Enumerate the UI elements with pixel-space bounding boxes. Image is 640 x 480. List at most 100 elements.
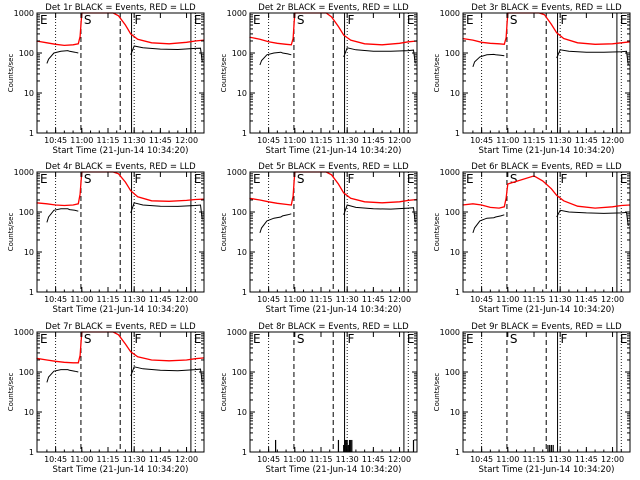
y-tick-label: 10 <box>24 408 34 417</box>
x-axis-label: Start Time (21-Jun-14 10:34:20) <box>266 305 402 315</box>
y-tick-label: 1000 <box>14 328 34 337</box>
y-tick-label: 1000 <box>440 328 460 337</box>
x-tick-label: 10:45 <box>257 455 280 464</box>
y-tick-label: 1 <box>242 288 247 297</box>
y-tick-label: 1 <box>29 129 34 138</box>
marker-label: F <box>561 332 568 346</box>
series-line <box>46 50 79 64</box>
x-tick-label: 11:00 <box>283 295 306 304</box>
marker-label: S <box>510 13 518 27</box>
plot-frame <box>249 171 418 293</box>
y-tick-label: 1 <box>242 129 247 138</box>
marker-label: E <box>194 172 202 186</box>
x-tick-label: 10:45 <box>470 455 493 464</box>
x-tick-label: 11:45 <box>362 136 385 145</box>
series-line <box>343 204 416 223</box>
x-tick-label: 11:30 <box>123 455 146 464</box>
plot-frame <box>36 331 205 453</box>
y-tick-label: 100 <box>445 208 460 217</box>
x-tick-label: 10:45 <box>470 295 493 304</box>
y-axis-label: Counts/sec <box>433 54 441 93</box>
series-lld <box>462 175 631 209</box>
y-tick-label: 1 <box>242 448 247 457</box>
series-lld <box>249 171 418 206</box>
x-tick-label: 11:45 <box>362 295 385 304</box>
marker-label: S <box>84 172 92 186</box>
x-tick-label: 11:45 <box>575 136 598 145</box>
marker-label: S <box>297 172 305 186</box>
y-tick-label: 1000 <box>440 9 460 18</box>
y-tick-label: 1000 <box>440 168 460 177</box>
y-tick-label: 100 <box>19 49 34 58</box>
x-tick-label: 11:00 <box>496 455 519 464</box>
x-tick-label: 12:00 <box>388 295 411 304</box>
x-tick-label: 11:15 <box>522 136 545 145</box>
marker-label: S <box>84 13 92 27</box>
plot-frame <box>462 171 631 293</box>
y-axis-label: Counts/sec <box>433 213 441 252</box>
panel-title: Det 4r BLACK = Events, RED = LLD <box>45 162 196 172</box>
series-events <box>259 204 416 234</box>
x-axis-label: Start Time (21-Jun-14 10:34:20) <box>479 146 615 156</box>
plot-frame <box>249 331 418 453</box>
marker-label: S <box>510 172 518 186</box>
y-tick-label: 100 <box>19 208 34 217</box>
panel-title: Det 9r BLACK = Events, RED = LLD <box>471 322 622 332</box>
x-tick-label: 12:00 <box>601 455 624 464</box>
y-tick-label: 10 <box>450 89 460 98</box>
marker-label: F <box>348 332 355 346</box>
y-tick-label: 10 <box>450 408 460 417</box>
marker-label: F <box>348 172 355 186</box>
x-tick-label: 11:30 <box>336 455 359 464</box>
y-tick-label: 1000 <box>227 9 247 18</box>
x-tick-label: 11:45 <box>149 136 172 145</box>
marker-label: E <box>194 13 202 27</box>
x-tick-label: 11:00 <box>70 136 93 145</box>
y-axis-label: Counts/sec <box>7 373 15 412</box>
series-line <box>36 12 205 47</box>
plot-frame <box>462 12 631 134</box>
x-tick-label: 10:45 <box>470 136 493 145</box>
x-tick-label: 11:30 <box>336 136 359 145</box>
series-line <box>249 12 418 46</box>
y-tick-label: 1000 <box>227 168 247 177</box>
marker-label: E <box>194 332 202 346</box>
x-axis-label: Start Time (21-Jun-14 10:34:20) <box>266 146 402 156</box>
x-axis-label: Start Time (21-Jun-14 10:34:20) <box>479 305 615 315</box>
y-axis-label: Counts/sec <box>220 54 228 93</box>
marker-label: E <box>620 13 628 27</box>
y-tick-label: 100 <box>445 49 460 58</box>
x-tick-label: 11:45 <box>149 455 172 464</box>
x-tick-label: 11:00 <box>496 295 519 304</box>
series-line <box>462 175 631 209</box>
x-axis-label: Start Time (21-Jun-14 10:34:20) <box>479 465 615 475</box>
marker-label: S <box>510 332 518 346</box>
series-events <box>472 49 629 68</box>
series-line <box>259 51 292 66</box>
panel-title: Det 8r BLACK = Events, RED = LLD <box>258 322 409 332</box>
series-line <box>36 171 205 207</box>
marker-label: E <box>253 13 261 27</box>
x-tick-label: 11:45 <box>149 295 172 304</box>
plot-frame <box>36 12 205 134</box>
x-tick-label: 11:45 <box>362 455 385 464</box>
marker-label: S <box>297 332 305 346</box>
series-line <box>556 49 629 66</box>
panel-title: Det 1r BLACK = Events, RED = LLD <box>45 3 196 13</box>
marker-label: E <box>466 172 474 186</box>
series-events <box>259 47 416 66</box>
series-line <box>556 209 629 226</box>
y-tick-label: 1000 <box>14 9 34 18</box>
y-tick-label: 100 <box>445 368 460 377</box>
x-tick-label: 11:30 <box>123 136 146 145</box>
panel-title: Det 2r BLACK = Events, RED = LLD <box>258 3 409 13</box>
marker-label: E <box>40 13 48 27</box>
x-tick-label: 11:30 <box>123 295 146 304</box>
series-events <box>46 366 203 383</box>
series-lld <box>249 12 418 46</box>
